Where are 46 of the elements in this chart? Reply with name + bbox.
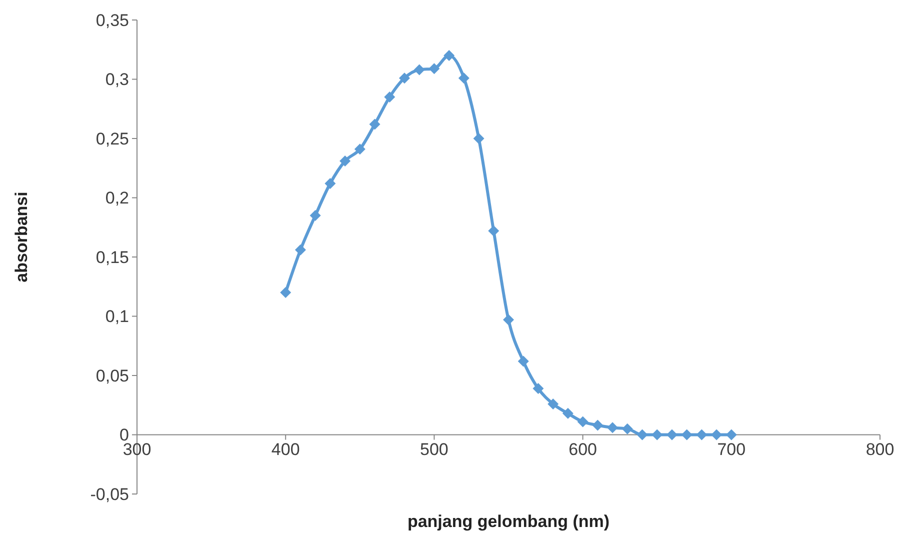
point xyxy=(428,63,440,74)
point xyxy=(398,72,410,84)
x-tick-label: 400 xyxy=(271,440,300,459)
x-axis-title: panjang gelombang (nm) xyxy=(407,512,610,531)
point xyxy=(488,225,500,236)
point xyxy=(726,429,737,440)
x-tick-label: 800 xyxy=(866,440,894,459)
point xyxy=(354,144,366,155)
point xyxy=(473,133,484,144)
point xyxy=(562,408,574,419)
x-tick-label: 700 xyxy=(717,440,746,459)
point xyxy=(681,429,692,440)
point xyxy=(518,356,529,367)
point xyxy=(592,420,604,431)
y-tick-label: 0,35 xyxy=(96,10,129,30)
x-tick-label: 500 xyxy=(420,440,448,459)
y-tick-label: 0,2 xyxy=(105,188,129,208)
point xyxy=(369,118,380,130)
y-tick-label: 0,05 xyxy=(96,366,129,386)
point xyxy=(414,64,425,76)
point xyxy=(444,50,455,62)
y-axis-title: absorbansi xyxy=(12,192,31,282)
point xyxy=(310,210,321,222)
point xyxy=(652,429,663,440)
y-tick-label: 0,3 xyxy=(105,70,129,90)
point xyxy=(340,156,351,167)
x-tick-label: 600 xyxy=(568,440,597,459)
point xyxy=(294,244,306,256)
point xyxy=(458,72,470,84)
point xyxy=(696,429,708,440)
y-tick-label: 0,15 xyxy=(96,248,129,267)
point xyxy=(666,429,678,440)
y-tick-label: -0,05 xyxy=(90,484,129,504)
y-tick-label: 0,25 xyxy=(96,129,129,148)
point xyxy=(324,178,336,190)
point xyxy=(636,429,648,440)
y-tick-label: 0,1 xyxy=(105,307,129,326)
point xyxy=(622,423,633,434)
point xyxy=(607,422,618,434)
point xyxy=(384,92,396,103)
point xyxy=(548,398,559,410)
point xyxy=(503,314,514,326)
point xyxy=(711,429,722,440)
point xyxy=(577,416,588,428)
point xyxy=(532,383,544,394)
point xyxy=(280,287,292,298)
